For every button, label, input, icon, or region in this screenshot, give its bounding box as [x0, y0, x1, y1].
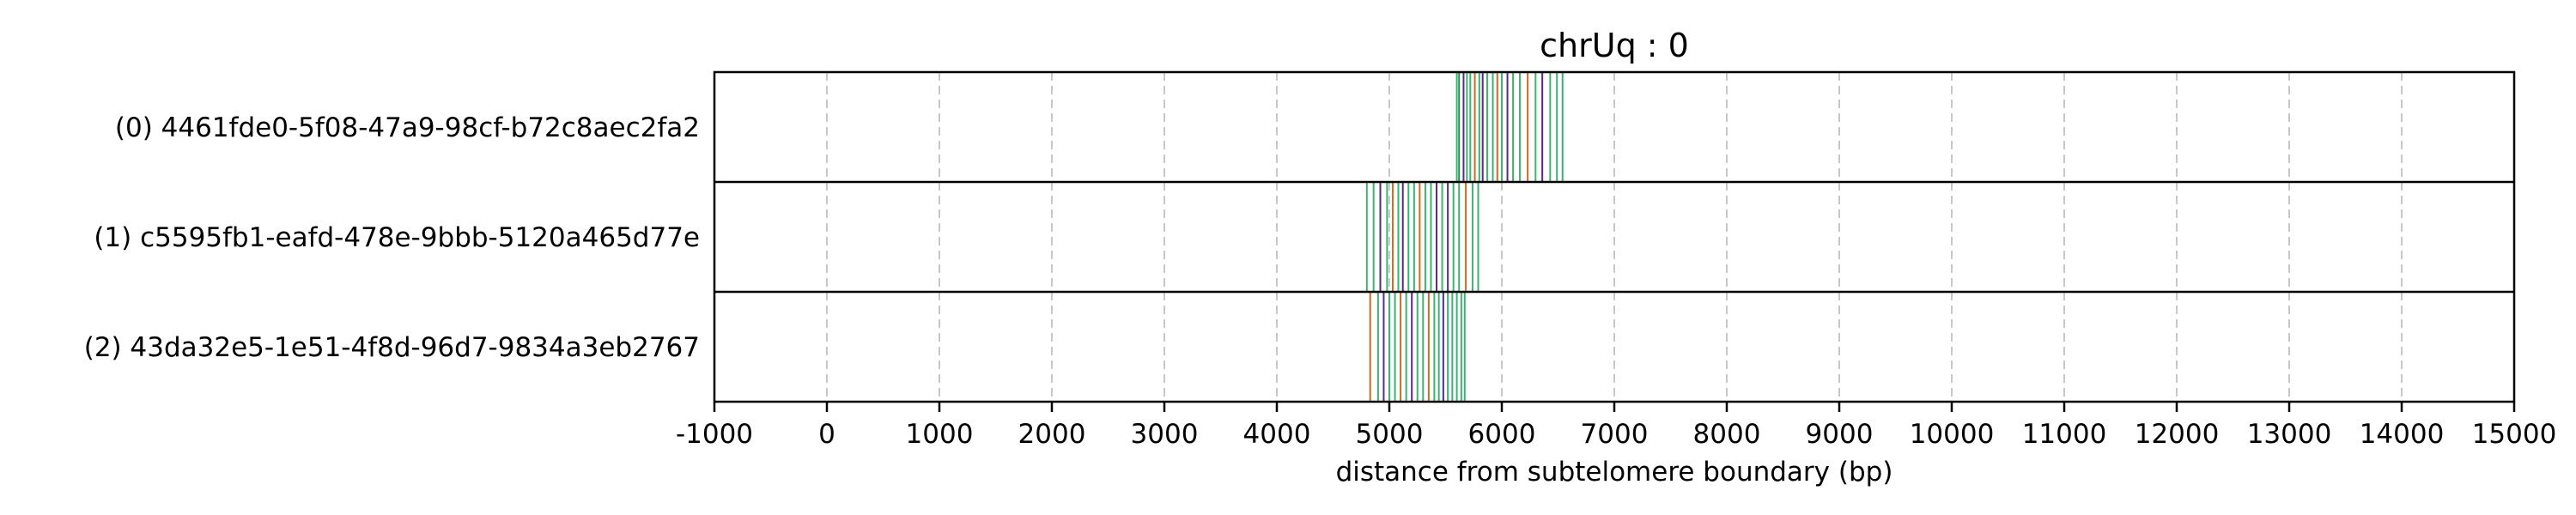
grid-lines	[826, 72, 2403, 402]
x-tick-label: 11000	[2022, 419, 2107, 450]
event-marks	[1365, 72, 1564, 402]
x-tick-label: 13000	[2247, 419, 2332, 450]
read-labels: (0) 4461fde0-5f08-47a9-98cf-b72c8aec2fa2…	[84, 112, 700, 363]
read-label: (1) c5595fb1-eafd-478e-9bbb-5120a465d77e	[94, 222, 700, 253]
x-tick-label: 4000	[1243, 419, 1311, 450]
x-tick-label: 0	[818, 419, 835, 450]
x-tick-label: 12000	[2135, 419, 2220, 450]
x-tick-label: 9000	[1806, 419, 1874, 450]
x-axis-ticks: -1000 0 1000 2000 3000 4000 5000 6000 7000 8000 90…	[676, 402, 2556, 450]
x-axis-label: distance from subtelomere boundary (bp)	[1336, 457, 1893, 488]
x-tick-label: 2000	[1018, 419, 1086, 450]
x-tick-label: 5000	[1356, 419, 1424, 450]
x-tick-label: 8000	[1693, 419, 1761, 450]
x-tick-label: 14000	[2360, 419, 2445, 450]
chart-title: chrUq : 0	[1540, 27, 1689, 64]
x-tick-label: 7000	[1581, 419, 1649, 450]
x-tick-label: 1000	[906, 419, 974, 450]
x-tick-label: 10000	[1910, 419, 1995, 450]
x-tick-label: 15000	[2472, 419, 2557, 450]
read-label: (0) 4461fde0-5f08-47a9-98cf-b72c8aec2fa2	[115, 112, 700, 143]
x-tick-label: 6000	[1468, 419, 1536, 450]
x-tick-label: -1000	[676, 419, 753, 450]
read-label: (2) 43da32e5-1e51-4f8d-96d7-9834a3eb2767	[84, 332, 700, 363]
x-tick-label: 3000	[1131, 419, 1199, 450]
